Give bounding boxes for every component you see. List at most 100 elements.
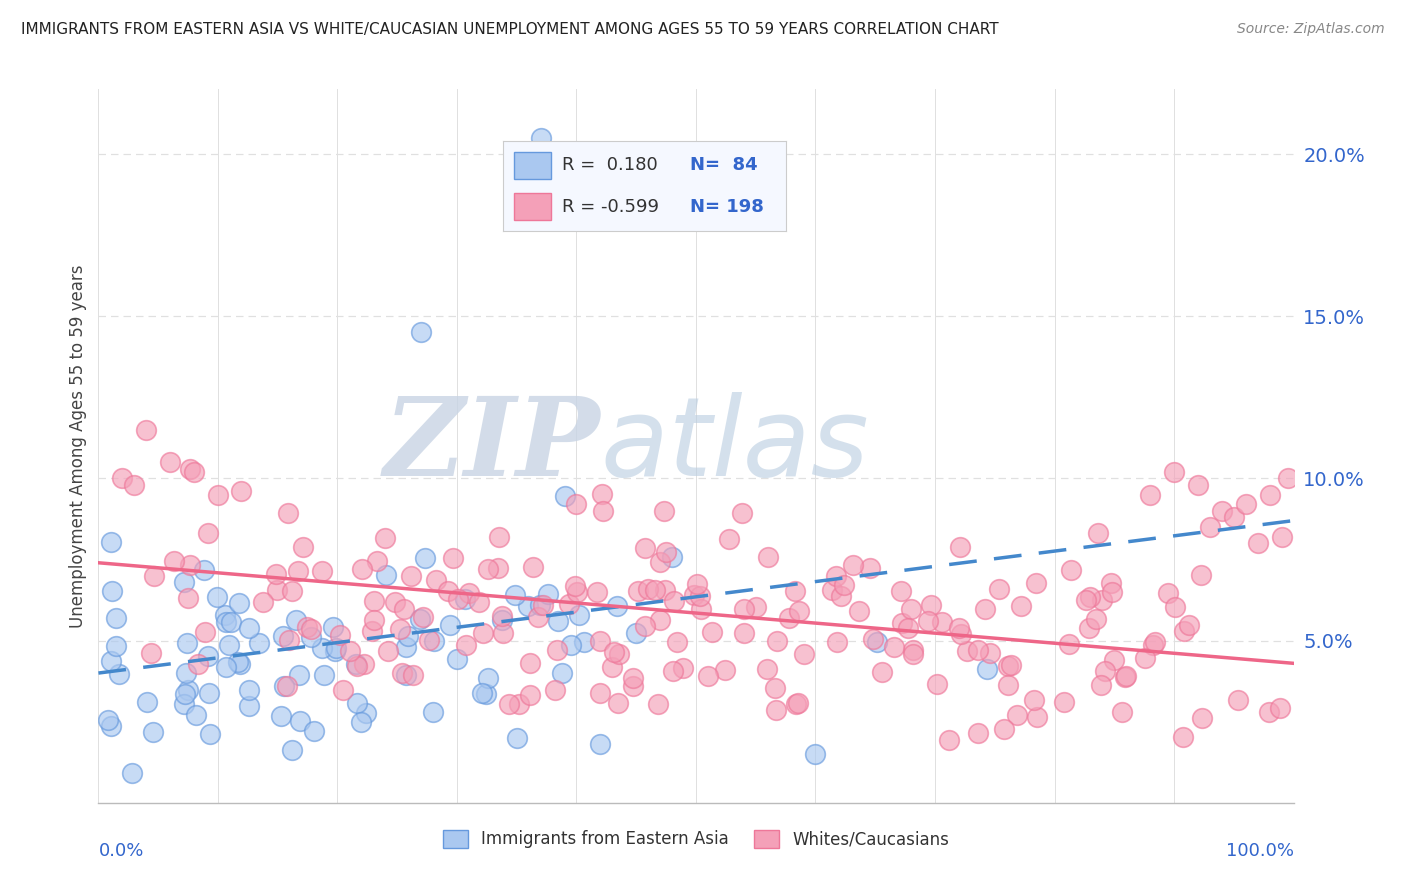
Point (530, 131, 553, 145)
Legend: Immigrants from Eastern Asia, Whites/Caucasians: Immigrants from Eastern Asia, Whites/Cau… (436, 823, 956, 855)
Point (124, 478, 146, 492)
Point (273, 679, 295, 693)
Point (409, 612, 432, 626)
Point (439, 617, 461, 632)
Point (277, 506, 299, 520)
Point (121, 766, 143, 780)
Point (136, 695, 159, 709)
Point (938, 732, 960, 747)
Point (778, 611, 800, 625)
Point (107, 666, 129, 681)
Point (329, 628, 352, 642)
Point (498, 698, 520, 712)
Point (363, 593, 385, 607)
Point (997, 678, 1019, 692)
Point (967, 642, 990, 657)
Point (271, 628, 294, 642)
Point (517, 599, 540, 614)
Point (565, 585, 588, 599)
Point (477, 561, 499, 575)
Point (100, 719, 122, 733)
Point (287, 565, 309, 579)
Point (756, 549, 779, 564)
Point (215, 615, 238, 630)
Point (993, 723, 1015, 737)
Point (1115, 669, 1137, 683)
Point (848, 604, 870, 618)
Point (565, 497, 588, 511)
Point (252, 595, 274, 609)
Point (1157, 586, 1180, 600)
Point (193, 563, 215, 577)
Point (346, 696, 368, 710)
Point (554, 489, 576, 503)
Point (228, 657, 250, 671)
Point (589, 686, 612, 700)
Point (401, 569, 423, 583)
Point (339, 644, 361, 658)
Point (1133, 651, 1156, 665)
Point (194, 625, 217, 640)
Point (375, 567, 398, 582)
Point (454, 639, 477, 653)
Point (858, 561, 880, 575)
Point (402, 668, 425, 682)
Point (624, 626, 647, 640)
Point (973, 601, 995, 615)
Point (508, 697, 530, 711)
Point (967, 726, 990, 740)
Point (205, 591, 228, 605)
Point (589, 738, 612, 752)
Point (441, 550, 464, 565)
Point (546, 643, 568, 657)
Point (890, 583, 912, 598)
Point (142, 724, 165, 739)
Point (526, 609, 548, 624)
Point (733, 602, 755, 616)
Point (1060, 563, 1083, 577)
Y-axis label: Unemployment Among Ages 55 to 59 years: Unemployment Among Ages 55 to 59 years (69, 264, 87, 628)
Point (1091, 592, 1114, 607)
Point (621, 671, 644, 685)
Point (755, 662, 778, 676)
Point (976, 662, 998, 676)
Point (1270, 700, 1292, 714)
Point (412, 610, 434, 624)
Point (1163, 465, 1185, 479)
Point (1005, 708, 1028, 723)
Point (179, 558, 201, 573)
Point (1191, 711, 1213, 725)
Point (686, 577, 709, 591)
Point (731, 506, 754, 520)
Point (366, 554, 388, 568)
Point (377, 644, 399, 658)
Point (392, 602, 415, 616)
Point (1026, 710, 1049, 724)
Point (529, 599, 551, 613)
Point (1059, 637, 1081, 651)
Point (276, 679, 298, 693)
Point (350, 714, 373, 729)
Point (1010, 599, 1032, 613)
Point (1173, 624, 1195, 638)
Point (637, 582, 659, 596)
Point (374, 531, 396, 545)
Point (931, 615, 953, 629)
Point (592, 504, 614, 518)
Point (1211, 504, 1233, 518)
Point (1000, 658, 1022, 673)
Point (1074, 592, 1097, 607)
Point (763, 681, 786, 695)
Point (281, 583, 304, 598)
Point (956, 644, 979, 658)
Point (633, 618, 655, 632)
Point (1171, 731, 1194, 745)
Point (418, 633, 440, 648)
Point (395, 640, 418, 655)
Text: Source: ZipAtlas.com: Source: ZipAtlas.com (1237, 22, 1385, 37)
Point (344, 657, 367, 671)
Point (1099, 576, 1122, 591)
Point (568, 608, 591, 623)
FancyBboxPatch shape (515, 194, 551, 220)
Point (396, 629, 419, 643)
